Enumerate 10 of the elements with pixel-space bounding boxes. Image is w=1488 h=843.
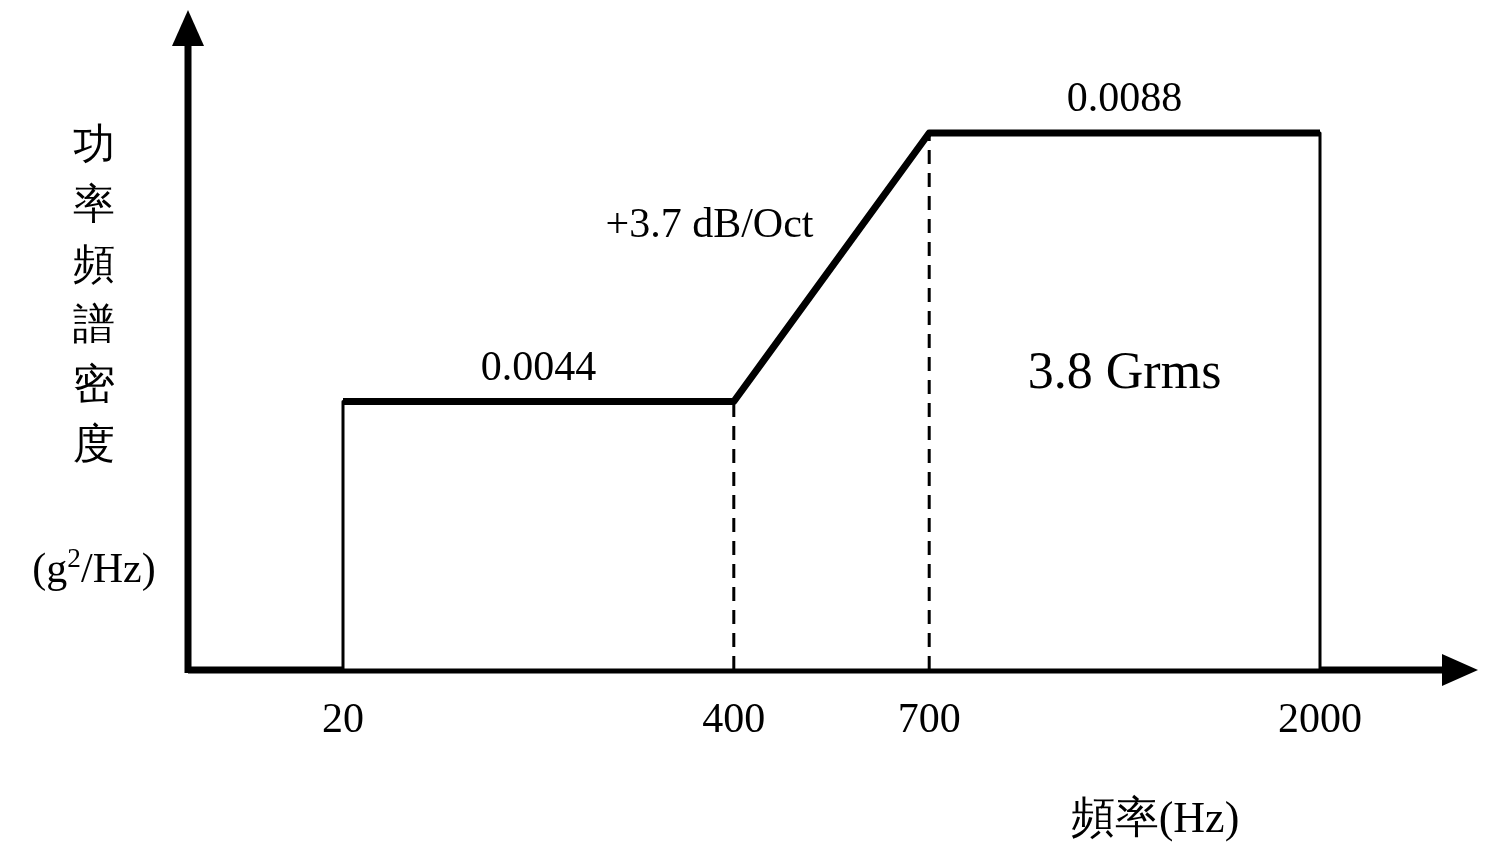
- annotation: 3.8 Grms: [1027, 342, 1222, 399]
- text: 功率頻譜密度(g$^{2}$/Hz): [32, 121, 156, 591]
- data-label: 0.0088: [1066, 74, 1183, 120]
- x-tick-label: 2000: [1278, 695, 1362, 741]
- x-tick-label: 20: [322, 695, 364, 741]
- data-label: 0.0044: [480, 342, 597, 389]
- annotation: +3.7 dB/Oct: [605, 200, 814, 247]
- x-axis-title: 頻率(Hz): [1070, 793, 1240, 842]
- x-tick-label: 700: [897, 695, 961, 741]
- x-tick-label: 400: [702, 695, 766, 741]
